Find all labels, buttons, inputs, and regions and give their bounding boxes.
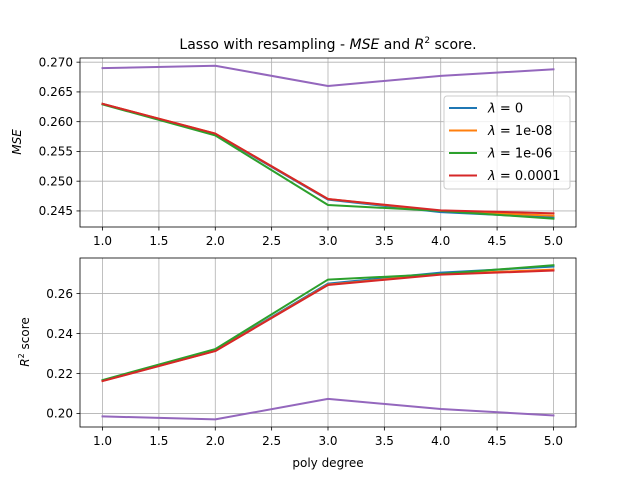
r2-x-tick-label: 1.0 bbox=[93, 434, 112, 448]
r2-y-axis-label: R2 score bbox=[17, 317, 32, 367]
r2-x-tick-label: 3.5 bbox=[375, 434, 394, 448]
legend: λ = 0 λ = 1e-08 λ = 1e-06 λ = 0.0001 bbox=[443, 95, 571, 190]
mse-y-tick-label: 0.250 bbox=[39, 174, 73, 188]
mse-y-tick-label: 0.245 bbox=[39, 204, 73, 218]
mse-y-tick-label: 0.255 bbox=[39, 145, 73, 159]
chart-title: Lasso with resampling - MSE and R2 score… bbox=[179, 36, 476, 53]
mse-y-axis-label: MSE bbox=[10, 129, 24, 155]
legend-entry: λ = 1e-08 bbox=[487, 124, 552, 139]
r2-x-tick-label: 4.0 bbox=[431, 434, 450, 448]
r2-series-line-2 bbox=[101, 264, 555, 382]
mse-x-tick-label: 1.0 bbox=[93, 234, 112, 248]
mse-y-tick-label: 0.265 bbox=[39, 85, 73, 99]
r2-x-tick-label: 3.0 bbox=[318, 434, 337, 448]
mse-series-line-2 bbox=[101, 103, 555, 220]
mse-y-tick-label: 0.270 bbox=[39, 55, 73, 69]
legend-entry: λ = 1e-06 bbox=[487, 147, 552, 162]
legend-frame bbox=[443, 95, 571, 190]
mse-panel: 1.0 1.5 2.0 2.5 3.0 3.5 4.0 4.5 5.0 0.245 0.250 0.2… bbox=[10, 55, 577, 248]
legend-entry: λ = 0 bbox=[487, 102, 523, 117]
mse-series-line-3 bbox=[101, 102, 555, 215]
r2-x-tick-label: 1.5 bbox=[149, 434, 168, 448]
r2-x-tick-label: 2.0 bbox=[206, 434, 225, 448]
r2-y-tick-label: 0.22 bbox=[46, 367, 73, 381]
mse-x-tick-label: 3.0 bbox=[318, 234, 337, 248]
r2-series-line-3 bbox=[101, 269, 555, 383]
mse-x-tick-label: 2.5 bbox=[262, 234, 281, 248]
mse-x-tick-label: 1.5 bbox=[149, 234, 168, 248]
mse-x-tick-label: 2.0 bbox=[206, 234, 225, 248]
mse-x-tick-label: 3.5 bbox=[375, 234, 394, 248]
r2-series-line-4 bbox=[101, 397, 555, 421]
x-axis-label: poly degree bbox=[292, 456, 363, 470]
mse-y-tick-label: 0.260 bbox=[39, 115, 73, 129]
r2-x-tick-label: 2.5 bbox=[262, 434, 281, 448]
mse-x-tick-label: 4.5 bbox=[488, 234, 507, 248]
r2-y-tick-label: 0.26 bbox=[46, 287, 73, 301]
mse-x-tick-label: 5.0 bbox=[544, 234, 563, 248]
r2-x-tick-label: 5.0 bbox=[544, 434, 563, 448]
r2-x-tick-label: 4.5 bbox=[488, 434, 507, 448]
mse-x-tick-label: 4.0 bbox=[431, 234, 450, 248]
r2-panel: 1.0 1.5 2.0 2.5 3.0 3.5 4.0 4.5 5.0 0.20 0.22 0.24 0… bbox=[17, 257, 577, 470]
legend-entry: λ = 0.0001 bbox=[487, 169, 560, 184]
mse-series-line-4 bbox=[101, 64, 555, 87]
r2-y-tick-label: 0.20 bbox=[46, 407, 73, 421]
r2-y-tick-label: 0.24 bbox=[46, 327, 73, 341]
